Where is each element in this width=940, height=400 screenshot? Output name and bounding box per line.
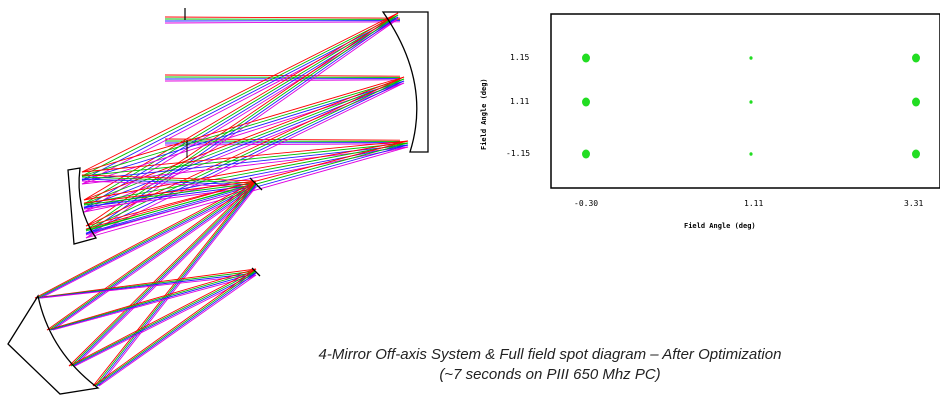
- caption-line-2: (~7 seconds on PIII 650 Mhz PC): [439, 366, 661, 383]
- spot-point: [749, 56, 753, 60]
- caption-line-1: 4-Mirror Off-axis System & Full field sp…: [318, 346, 782, 363]
- ray-primary-to-secondary: [83, 76, 405, 201]
- ray-fold-to-tertiary: [38, 184, 257, 299]
- ray-primary-to-secondary: [83, 14, 399, 205]
- ray-fold-to-tertiary: [72, 184, 257, 367]
- ray-tertiary-to-focus: [70, 270, 257, 367]
- y-tick-label-middle: 1.11: [510, 97, 529, 106]
- ray-tertiary-to-focus: [96, 272, 257, 387]
- tertiary-mirror: [7, 294, 100, 395]
- plot-frame: [550, 13, 940, 189]
- ray-tertiary-to-focus: [40, 274, 257, 299]
- ray-tertiary-to-focus: [72, 272, 257, 367]
- ray-primary-to-secondary: [81, 142, 409, 177]
- ray-tertiary-to-focus: [38, 272, 257, 299]
- focal-plane: [251, 267, 261, 277]
- spot-diagram: 1.15 1.11 -1.15 -0.30 1.11 3.31 Field An…: [480, 13, 940, 230]
- ray-secondary-to-fold: [81, 176, 257, 184]
- spot-point: [749, 152, 753, 156]
- ray-fold-to-tertiary: [50, 184, 257, 331]
- x-tick-label-middle: 1.11: [744, 199, 763, 208]
- ray-fold-to-tertiary: [68, 180, 257, 367]
- ray-fold-to-tertiary: [48, 182, 257, 331]
- ray-primary-to-secondary: [85, 80, 405, 235]
- ray-secondary-to-fold: [85, 182, 257, 232]
- ray-tertiary-to-focus: [48, 270, 257, 331]
- x-tick-label-right: 3.31: [904, 199, 923, 208]
- ray-fold-to-tertiary: [46, 180, 257, 331]
- ray-fold-to-tertiary: [94, 182, 257, 387]
- ray-primary-to-secondary: [81, 14, 399, 177]
- ray-primary-to-secondary: [81, 140, 409, 173]
- ray-tertiary-to-focus: [34, 268, 257, 299]
- spot-point: [582, 53, 590, 63]
- ray-primary-to-secondary: [83, 142, 409, 205]
- ray-fold-to-tertiary: [34, 180, 257, 299]
- ray-tertiary-to-focus: [36, 270, 257, 299]
- incoming-ray: [164, 79, 401, 82]
- ray-secondary-to-fold: [85, 186, 257, 236]
- ray-bundle: [34, 12, 409, 387]
- x-tick-label-left: -0.30: [574, 199, 598, 208]
- ray-primary-to-secondary: [81, 78, 405, 177]
- spot-point: [749, 100, 753, 104]
- ray-secondary-to-fold: [83, 180, 257, 204]
- fold-mirror: [249, 177, 263, 191]
- spot-point: [912, 97, 920, 107]
- ray-fold-to-tertiary: [70, 182, 257, 367]
- ray-primary-to-secondary: [81, 76, 405, 173]
- ray-tertiary-to-focus: [92, 268, 257, 387]
- ray-secondary-to-fold: [81, 178, 257, 186]
- incoming-ray: [164, 21, 401, 24]
- ray-primary-to-secondary: [81, 12, 399, 173]
- ray-primary-to-secondary: [85, 14, 399, 231]
- secondary-mirror: [67, 167, 98, 245]
- ray-secondary-to-fold: [85, 184, 257, 234]
- y-tick-label-top: 1.15: [510, 53, 529, 62]
- x-axis-label: Field Angle (deg): [684, 222, 756, 230]
- ray-primary-to-secondary: [83, 12, 399, 201]
- ray-primary-to-secondary: [85, 78, 405, 231]
- spot-point: [582, 149, 590, 159]
- spot-point: [582, 97, 590, 107]
- ray-tertiary-to-focus: [50, 272, 257, 331]
- y-tick-label-bottom: -1.15: [506, 149, 530, 158]
- ray-tertiary-to-focus: [94, 270, 257, 387]
- incoming-ray: [164, 16, 401, 19]
- ray-secondary-to-fold: [83, 182, 257, 206]
- ray-tertiary-to-focus: [52, 274, 257, 331]
- incoming-ray: [164, 74, 401, 77]
- ray-primary-to-secondary: [83, 140, 409, 201]
- ray-secondary-to-fold: [85, 180, 257, 230]
- ray-fold-to-tertiary: [98, 186, 257, 387]
- ray-fold-to-tertiary: [40, 186, 257, 299]
- ray-tertiary-to-focus: [98, 274, 257, 387]
- mirrors: [7, 8, 429, 395]
- ray-trace-diagram: [7, 8, 429, 395]
- ray-fold-to-tertiary: [36, 182, 257, 299]
- ray-secondary-to-fold: [81, 174, 257, 182]
- ray-secondary-to-fold: [81, 180, 257, 188]
- ray-fold-to-tertiary: [96, 184, 257, 387]
- spot-point: [912, 149, 920, 159]
- ray-tertiary-to-focus: [46, 268, 257, 331]
- ray-fold-to-tertiary: [74, 186, 257, 367]
- spot-point: [912, 53, 920, 63]
- spot-grid: [582, 53, 920, 159]
- primary-mirror: [381, 11, 429, 153]
- y-axis-label: Field Angle (deg): [480, 78, 488, 150]
- ray-tertiary-to-focus: [68, 268, 257, 367]
- ray-fold-to-tertiary: [52, 186, 257, 331]
